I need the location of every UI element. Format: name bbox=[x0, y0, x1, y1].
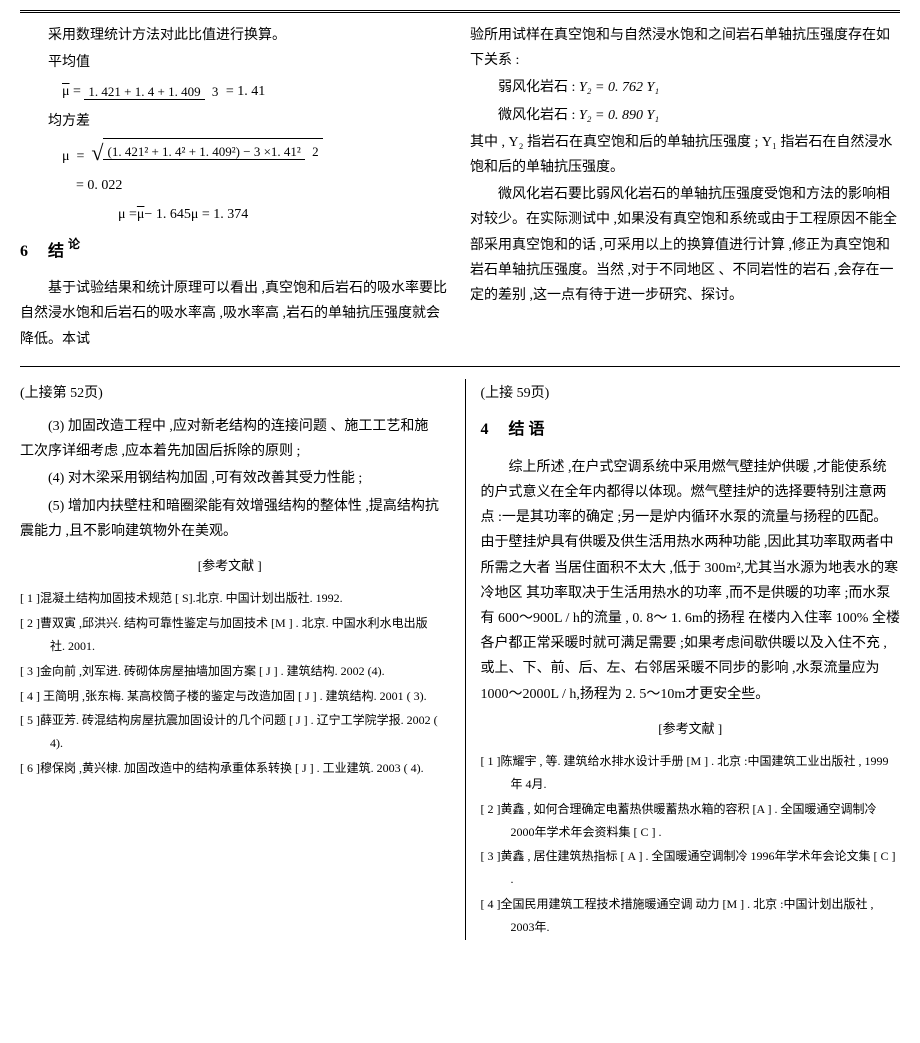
ref-item: [ 2 ]黄鑫 , 如何合理确定电蓄热供暖蓄热水箱的容积 [A ] . 全国暖通… bbox=[481, 798, 901, 844]
text-para: 验所用试样在真空饱和与自然浸水饱和之间岩石单轴抗压强度存在如下关系 : bbox=[470, 23, 900, 73]
ref-item: [ 5 ]薛亚芳. 砖混结构房屋抗震加固设计的几个问题 [ J ] . 辽宁工学… bbox=[20, 709, 440, 755]
conclusion-para: 基于试验结果和统计原理可以看出 ,真空饱和后岩石的吸水率要比自然浸水饱和后岩石的… bbox=[20, 276, 450, 352]
continue-from-52: (上接第 52页) bbox=[20, 381, 440, 406]
ref-item: [ 1 ]陈耀宇 , 等. 建筑给水排水设计手册 [M ] . 北京 :中国建筑… bbox=[481, 750, 901, 796]
top-left-column: 采用数理统计方法对此比值进行换算。 平均值 μ = 1. 421 + 1. 4 … bbox=[20, 21, 450, 354]
conclusion-para-4: 综上所述 ,在户式空调系统中采用燃气壁挂炉供暖 ,才能使系统的户式意义在全年内都… bbox=[481, 455, 901, 707]
avg-label: 平均值 bbox=[20, 50, 450, 75]
weak-rock: 弱风化岩石 : Y₂ = 0. 762 Y₁ bbox=[470, 75, 900, 100]
bottom-left-column: (上接第 52页) (3) 加固改造工程中 ,应对新老结构的连接问题 、施工工艺… bbox=[20, 379, 440, 941]
var-label: 均方差 bbox=[20, 109, 450, 134]
var-formula: μ = √ (1. 421² + 1. 4² + 1. 409²) − 3 ×1… bbox=[20, 138, 450, 169]
avg-formula: μ = 1. 421 + 1. 4 + 1. 409 3 = 1. 41 bbox=[20, 79, 450, 104]
ref-item: [ 3 ]黄鑫 , 居住建筑热指标 [ A ] . 全国暖通空调制冷 1996年… bbox=[481, 845, 901, 891]
bottom-right-column: (上接 59页) 4 结 语 综上所述 ,在户式空调系统中采用燃气壁挂炉供暖 ,… bbox=[465, 379, 901, 941]
ref-item: [ 6 ]穆保岗 ,黄兴棣. 加固改造中的结构承重体系转换 [ J ] . 工业… bbox=[20, 757, 440, 780]
mu-line: μ =μ− 1. 645μ = 1. 374 bbox=[20, 202, 450, 227]
references-title: [参考文献 ] bbox=[20, 554, 440, 577]
item-4: (4) 对木梁采用钢结构加固 ,可有效改善其受力性能 ; bbox=[20, 466, 440, 491]
where-text: 其中 , Y₂ 指岩石在真空饱和后的单轴抗压强度 ; Y₁ 指岩石在自然浸水饱和… bbox=[470, 130, 900, 180]
top-section: 采用数理统计方法对此比值进行换算。 平均值 μ = 1. 421 + 1. 4 … bbox=[20, 21, 900, 354]
bottom-section: (上接第 52页) (3) 加固改造工程中 ,应对新老结构的连接问题 、施工工艺… bbox=[20, 379, 900, 941]
ref-item: [ 1 ]混凝土结构加固技术规范 [ S].北京. 中国计划出版社. 1992. bbox=[20, 587, 440, 610]
micro-rock: 微风化岩石 : Y₂ = 0. 890 Y₁ bbox=[470, 103, 900, 128]
section-4-title: 4 结 语 bbox=[481, 416, 901, 445]
ref-item: [ 3 ]金向前 ,刘军进. 砖砌体房屋抽墙加固方案 [ J ] . 建筑结构.… bbox=[20, 660, 440, 683]
section-6-title: 6 结 论 bbox=[20, 238, 450, 267]
item-3: (3) 加固改造工程中 ,应对新老结构的连接问题 、施工工艺和施工次序详细考虑 … bbox=[20, 414, 440, 464]
ref-item: [ 4 ] 王简明 ,张东梅. 某高校筒子楼的鉴定与改造加固 [ J ] . 建… bbox=[20, 685, 440, 708]
var-result: = 0. 022 bbox=[20, 173, 450, 198]
ref-item: [ 2 ]曹双寅 ,邱洪兴. 结构可靠性鉴定与加固技术 [M ] . 北京. 中… bbox=[20, 612, 440, 658]
continue-from-59: (上接 59页) bbox=[481, 381, 901, 406]
ref-item: [ 4 ]全国民用建筑工程技术措施暖通空调 动力 [M ] . 北京 :中国计划… bbox=[481, 893, 901, 939]
top-right-column: 验所用试样在真空饱和与自然浸水饱和之间岩石单轴抗压强度存在如下关系 : 弱风化岩… bbox=[470, 21, 900, 354]
references-title: [参考文献 ] bbox=[481, 717, 901, 740]
item-5: (5) 增加内扶壁柱和暗圈梁能有效增强结构的整体性 ,提高结构抗震能力 ,且不影… bbox=[20, 494, 440, 544]
discussion-para: 微风化岩石要比弱风化岩石的单轴抗压强度受饱和方法的影响相对较少。在实际测试中 ,… bbox=[470, 182, 900, 308]
text-line: 采用数理统计方法对此比值进行换算。 bbox=[20, 23, 450, 48]
